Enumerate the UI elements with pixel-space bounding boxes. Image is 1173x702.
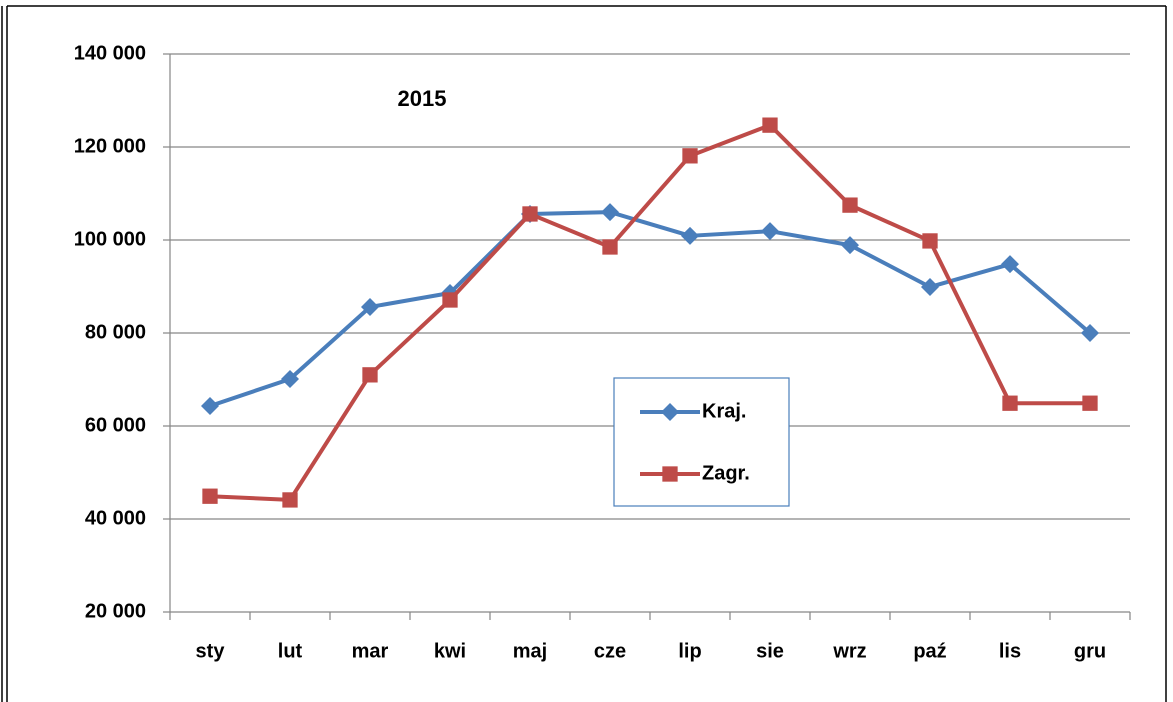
marker (921, 277, 939, 296)
series-line (209, 123, 1090, 502)
y-tick-label: 40 000 (85, 507, 146, 529)
marker (201, 397, 219, 416)
x-tick-label: paź (913, 640, 946, 662)
marker (661, 403, 679, 421)
marker (361, 297, 379, 316)
marker (682, 148, 698, 164)
y-tick-label: 100 000 (74, 228, 146, 250)
legend-label: Zagr. (702, 462, 750, 484)
x-tick-label: kwi (434, 640, 466, 662)
marker (1001, 255, 1019, 274)
marker (761, 222, 779, 241)
marker (762, 117, 778, 133)
x-tick-label: lut (278, 640, 303, 662)
marker (282, 492, 298, 508)
legend-label: Kraj. (702, 400, 746, 422)
x-tick-label: sty (196, 640, 226, 662)
marker (1082, 395, 1098, 411)
marker (362, 367, 378, 383)
marker (922, 233, 938, 249)
x-tick-label: gru (1074, 640, 1106, 662)
marker (442, 292, 458, 308)
marker (842, 197, 858, 213)
marker (1002, 395, 1018, 411)
marker (601, 203, 619, 222)
y-tick-label: 80 000 (85, 321, 146, 343)
marker (281, 370, 299, 389)
marker (662, 466, 678, 482)
marker (681, 226, 699, 245)
y-tick-label: 60 000 (85, 414, 146, 436)
y-tick-label: 120 000 (74, 135, 146, 157)
x-tick-label: maj (513, 640, 547, 662)
y-tick-label: 20 000 (85, 600, 146, 622)
marker (202, 488, 218, 504)
marker (841, 236, 859, 255)
legend-box (613, 377, 790, 507)
marker (522, 206, 538, 222)
marker (1081, 324, 1099, 342)
marker (602, 239, 618, 255)
series-line (209, 210, 1092, 408)
annotation: 2015 (398, 86, 447, 111)
x-tick-label: lis (999, 640, 1021, 662)
x-tick-label: lip (678, 640, 701, 662)
x-tick-label: cze (594, 640, 626, 662)
x-tick-label: sie (756, 640, 784, 662)
x-tick-label: mar (352, 640, 389, 662)
x-tick-label: wrz (832, 640, 866, 662)
y-tick-label: 140 000 (74, 42, 146, 64)
